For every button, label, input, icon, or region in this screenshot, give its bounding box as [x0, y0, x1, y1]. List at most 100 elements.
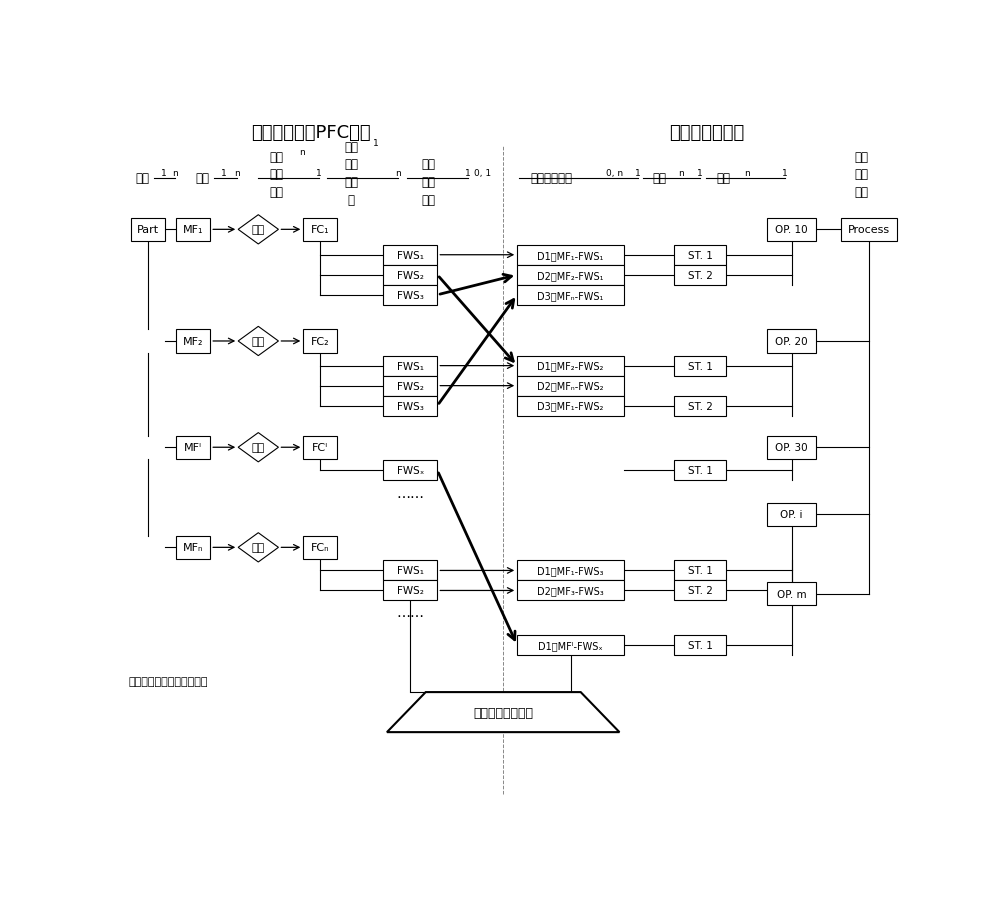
- Text: 0, n: 0, n: [606, 169, 623, 178]
- Text: 特征: 特征: [196, 172, 210, 185]
- Text: D3：MF₁-FWS₂: D3：MF₁-FWS₂: [537, 401, 604, 411]
- FancyBboxPatch shape: [767, 503, 816, 527]
- FancyBboxPatch shape: [176, 219, 210, 241]
- FancyBboxPatch shape: [767, 330, 816, 353]
- FancyBboxPatch shape: [383, 461, 437, 481]
- FancyBboxPatch shape: [767, 582, 816, 606]
- Text: D3：MFₙ-FWS₁: D3：MFₙ-FWS₁: [537, 291, 604, 301]
- Text: Part: Part: [137, 225, 159, 235]
- Text: FWS₂: FWS₂: [397, 271, 424, 281]
- FancyBboxPatch shape: [383, 561, 437, 581]
- Text: ST. 1: ST. 1: [688, 466, 712, 476]
- Text: 特征工艺推理及结构化处理: 特征工艺推理及结构化处理: [129, 677, 208, 687]
- Text: 1: 1: [697, 169, 703, 178]
- FancyBboxPatch shape: [303, 330, 337, 353]
- Text: 工艺: 工艺: [854, 186, 868, 199]
- Text: 加工: 加工: [344, 159, 358, 171]
- FancyBboxPatch shape: [383, 265, 437, 285]
- Text: 方法: 方法: [344, 176, 358, 189]
- Text: 1: 1: [161, 169, 167, 178]
- FancyBboxPatch shape: [303, 436, 337, 459]
- FancyBboxPatch shape: [517, 396, 624, 416]
- Text: FWS₂: FWS₂: [397, 381, 424, 391]
- FancyBboxPatch shape: [517, 285, 624, 305]
- Text: 加工: 加工: [854, 169, 868, 181]
- Text: FC₁: FC₁: [311, 225, 330, 235]
- Text: 加工: 加工: [422, 176, 436, 189]
- FancyBboxPatch shape: [841, 219, 897, 241]
- Text: ST. 2: ST. 2: [688, 401, 712, 411]
- FancyBboxPatch shape: [674, 581, 726, 601]
- Text: n: n: [173, 169, 178, 178]
- Text: ST. 1: ST. 1: [688, 251, 712, 261]
- Text: FWS₁: FWS₁: [397, 362, 424, 371]
- Text: D2：MFₙ-FWS₂: D2：MFₙ-FWS₂: [537, 381, 604, 391]
- Text: Process: Process: [848, 225, 890, 235]
- FancyBboxPatch shape: [674, 561, 726, 581]
- FancyBboxPatch shape: [176, 436, 210, 459]
- Text: FWS₃: FWS₃: [397, 291, 424, 301]
- Text: FWSₓ: FWSₓ: [397, 466, 424, 476]
- Text: 特征工艺树（PFC树）: 特征工艺树（PFC树）: [251, 123, 371, 141]
- Text: 1: 1: [782, 169, 788, 178]
- Text: D1：MFᴵ-FWSₓ: D1：MFᴵ-FWSₓ: [538, 640, 603, 650]
- FancyBboxPatch shape: [383, 245, 437, 265]
- Text: n: n: [395, 169, 401, 178]
- FancyBboxPatch shape: [176, 537, 210, 559]
- Text: ST. 1: ST. 1: [688, 362, 712, 371]
- FancyBboxPatch shape: [674, 396, 726, 416]
- Text: ST. 2: ST. 2: [688, 271, 712, 281]
- FancyBboxPatch shape: [517, 636, 624, 655]
- FancyBboxPatch shape: [517, 356, 624, 376]
- Text: n: n: [234, 169, 240, 178]
- Text: OP. m: OP. m: [777, 589, 806, 599]
- Text: 1: 1: [635, 169, 641, 178]
- Text: ……: ……: [396, 486, 424, 501]
- FancyBboxPatch shape: [383, 581, 437, 601]
- Text: 推理: 推理: [252, 543, 265, 553]
- Text: 1: 1: [221, 169, 227, 178]
- FancyBboxPatch shape: [176, 330, 210, 353]
- Text: 1: 1: [316, 169, 322, 178]
- FancyBboxPatch shape: [517, 376, 624, 396]
- FancyBboxPatch shape: [674, 356, 726, 376]
- FancyBboxPatch shape: [383, 356, 437, 376]
- Text: n: n: [679, 169, 684, 178]
- Text: FWS₁: FWS₁: [397, 251, 424, 261]
- Text: 1: 1: [465, 169, 470, 178]
- Text: FWS₂: FWS₂: [397, 586, 424, 596]
- Text: FC₂: FC₂: [311, 336, 330, 346]
- Polygon shape: [238, 533, 278, 562]
- Text: FWS₁: FWS₁: [397, 566, 424, 576]
- FancyBboxPatch shape: [383, 285, 437, 305]
- Text: 1: 1: [373, 138, 379, 148]
- Text: ST. 1: ST. 1: [688, 566, 712, 576]
- FancyBboxPatch shape: [517, 581, 624, 601]
- Text: MFᴵ: MFᴵ: [184, 443, 202, 453]
- Text: D2：MF₂-FWS₁: D2：MF₂-FWS₁: [537, 271, 604, 281]
- Text: FWS₃: FWS₃: [397, 401, 424, 411]
- FancyBboxPatch shape: [517, 245, 624, 265]
- Text: 工步: 工步: [653, 172, 667, 185]
- Text: 链: 链: [348, 193, 355, 207]
- Text: 工序: 工序: [716, 172, 730, 185]
- Text: MF₁: MF₁: [183, 225, 203, 235]
- FancyBboxPatch shape: [674, 636, 726, 655]
- Text: 0, 1: 0, 1: [474, 169, 492, 178]
- Text: 工步: 工步: [422, 193, 436, 207]
- Text: ST. 2: ST. 2: [688, 586, 712, 596]
- Polygon shape: [238, 327, 278, 356]
- Text: 零件工艺路线编排: 零件工艺路线编排: [473, 706, 533, 719]
- Text: FCᴵ: FCᴵ: [312, 443, 328, 453]
- Polygon shape: [238, 433, 278, 463]
- Text: ……: ……: [396, 605, 424, 619]
- Text: OP. 30: OP. 30: [775, 443, 808, 453]
- FancyBboxPatch shape: [767, 436, 816, 459]
- FancyBboxPatch shape: [383, 376, 437, 396]
- Text: 推理: 推理: [252, 225, 265, 235]
- Text: 知识: 知识: [269, 186, 283, 199]
- Text: D1：MF₁-FWS₁: D1：MF₁-FWS₁: [537, 251, 604, 261]
- Text: 推理: 推理: [252, 443, 265, 453]
- Text: D2：MF₃-FWS₃: D2：MF₃-FWS₃: [537, 586, 604, 596]
- FancyBboxPatch shape: [674, 245, 726, 265]
